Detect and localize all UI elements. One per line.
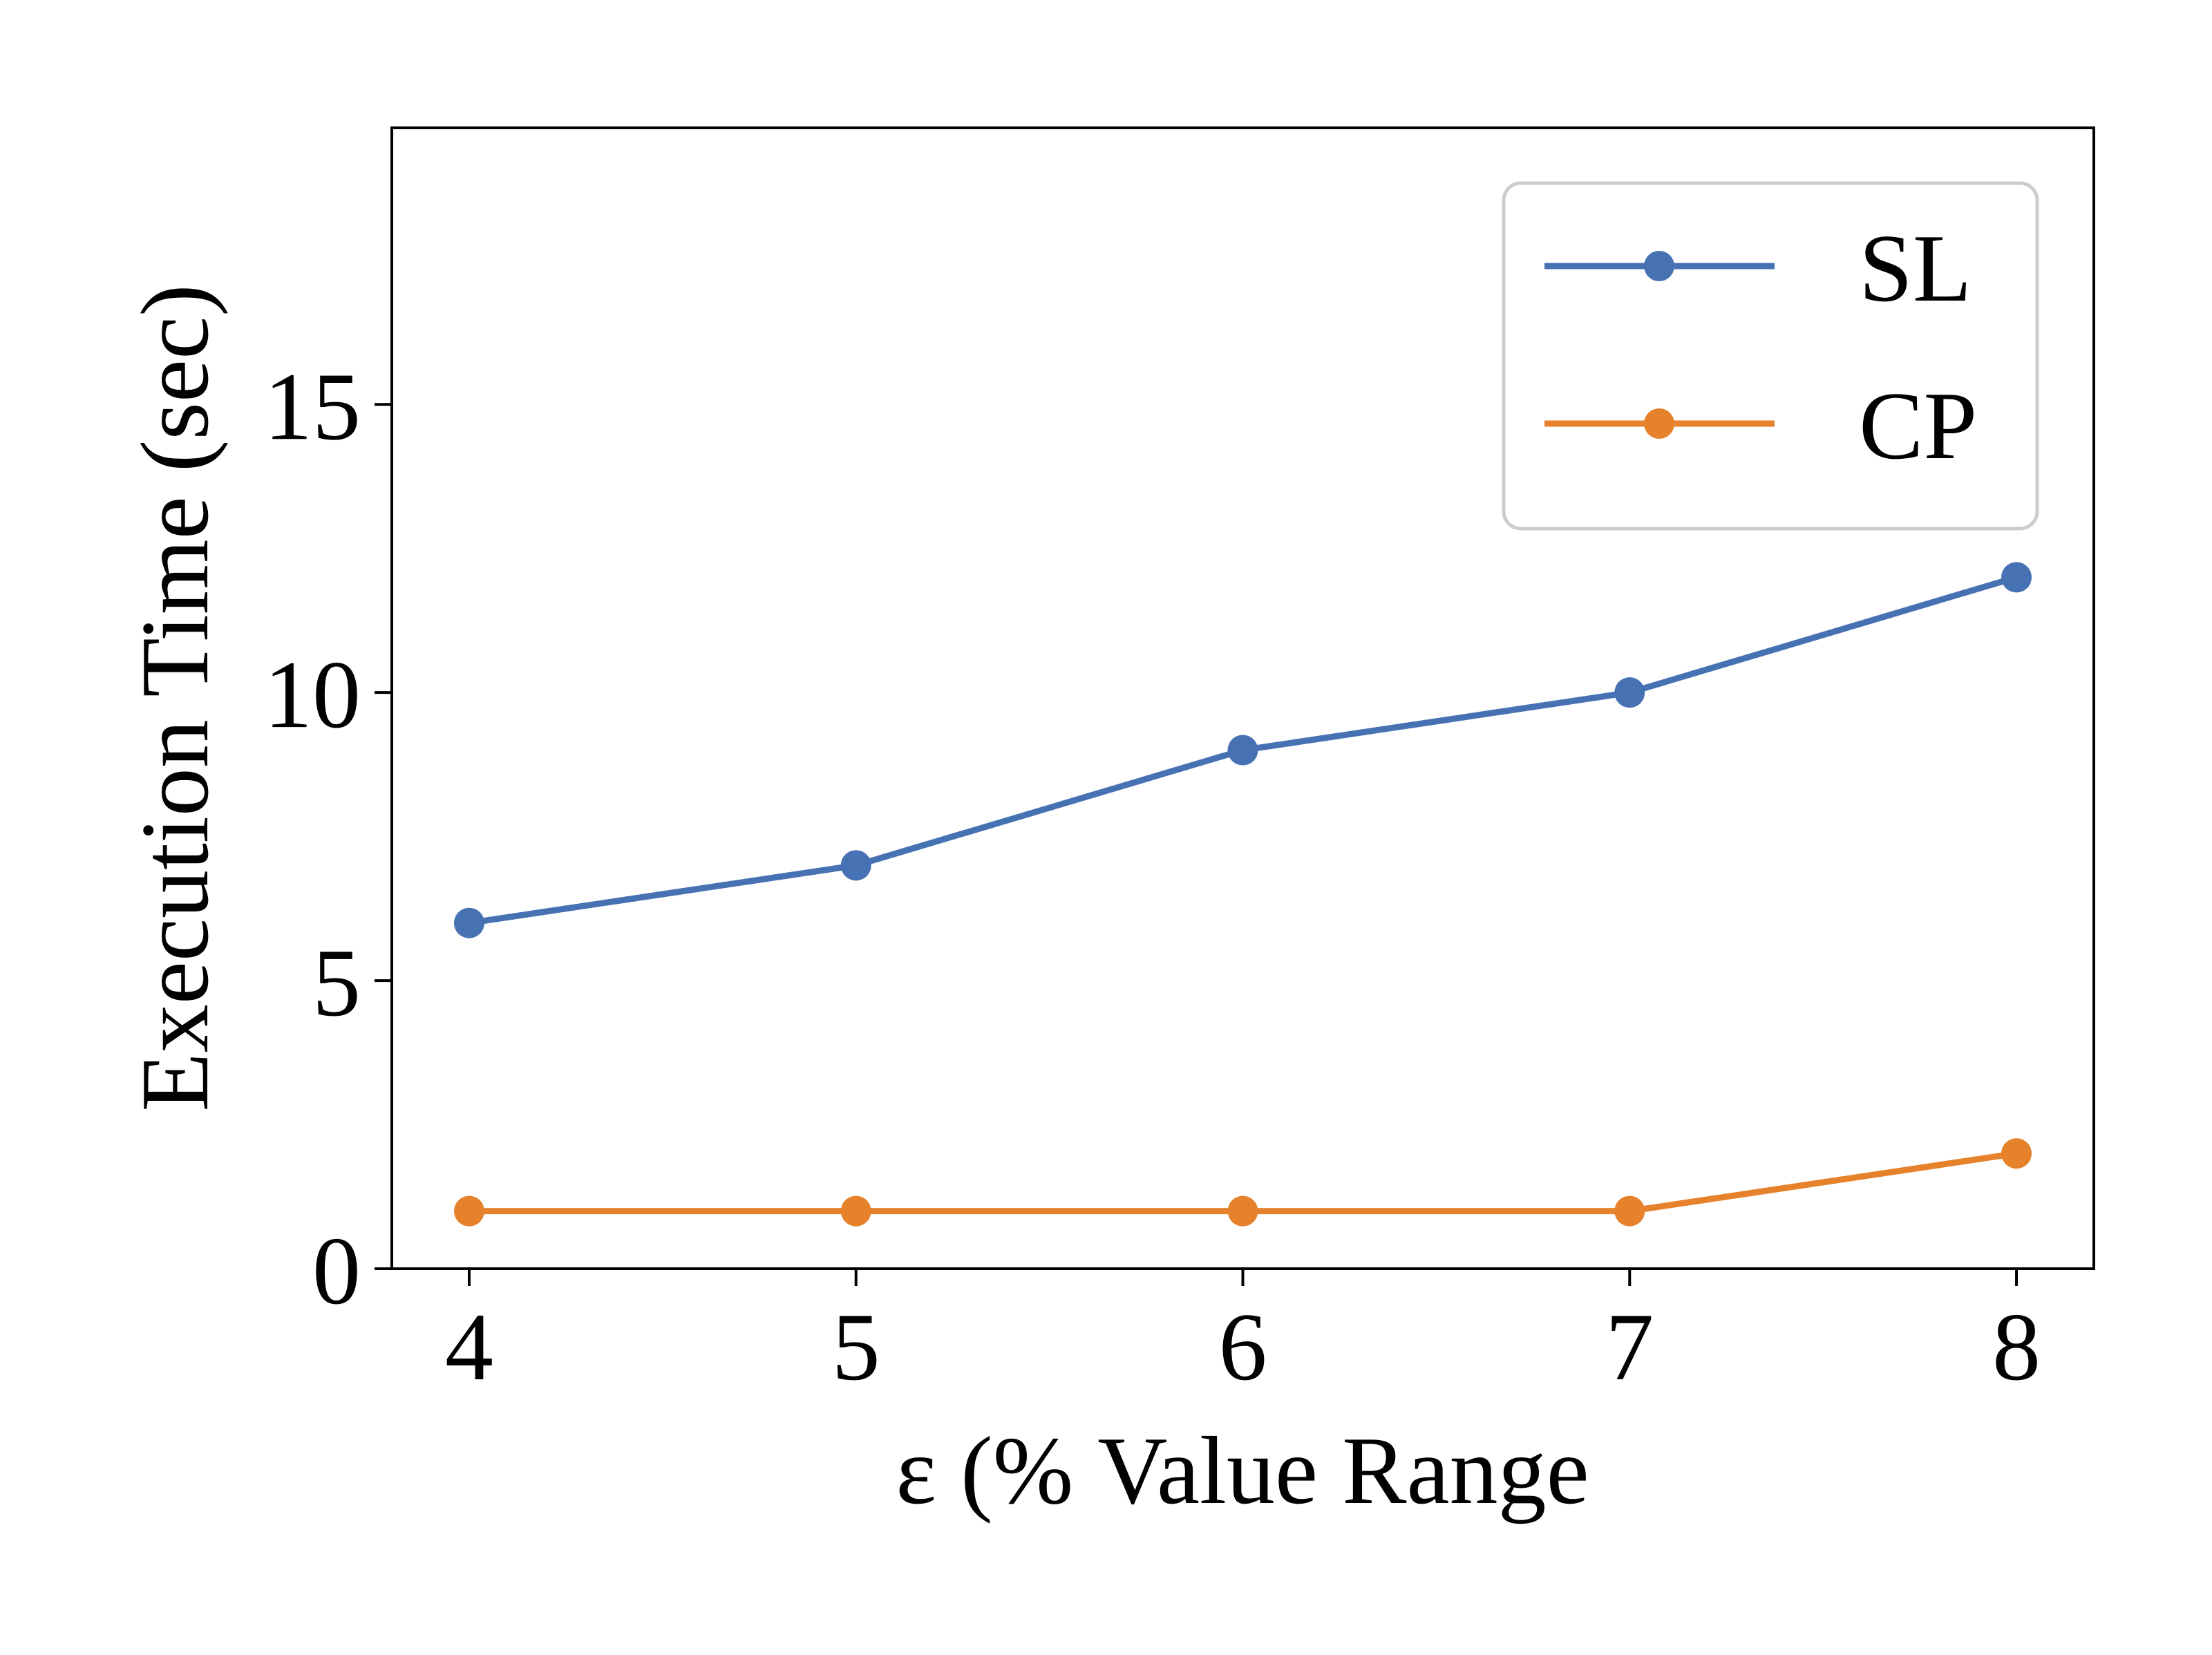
y-tick-label: 15 [264,353,361,460]
data-point-cp [841,1196,871,1227]
series-layer [454,562,2032,1226]
data-point-cp [2001,1138,2032,1169]
x-tick-label: 5 [832,1294,880,1401]
x-tick-label: 6 [1219,1294,1267,1401]
legend-label-sl: SL [1859,215,1972,322]
legend: SL CP [1504,183,2037,529]
legend-label-cp: CP [1859,372,1977,480]
data-point-sl [1228,735,1258,766]
data-point-sl [1614,677,1645,708]
y-axis-label: Execution Time (sec) [122,284,229,1112]
y-tick-label: 5 [312,929,361,1037]
x-tick-label: 7 [1605,1294,1654,1401]
y-tick-label: 10 [264,641,361,748]
data-point-sl [454,908,484,938]
data-point-cp [1228,1196,1258,1227]
data-point-cp [454,1196,484,1227]
data-point-sl [2001,562,2032,592]
x-axis-label: ε (% Value Range [896,1417,1589,1524]
x-tick-label: 4 [445,1294,493,1401]
legend-marker-sl [1644,251,1674,281]
data-point-sl [841,850,871,880]
data-point-cp [1614,1196,1645,1227]
x-tick-label: 8 [1992,1294,2041,1401]
y-tick-label: 0 [312,1218,361,1325]
legend-marker-cp [1644,408,1674,439]
